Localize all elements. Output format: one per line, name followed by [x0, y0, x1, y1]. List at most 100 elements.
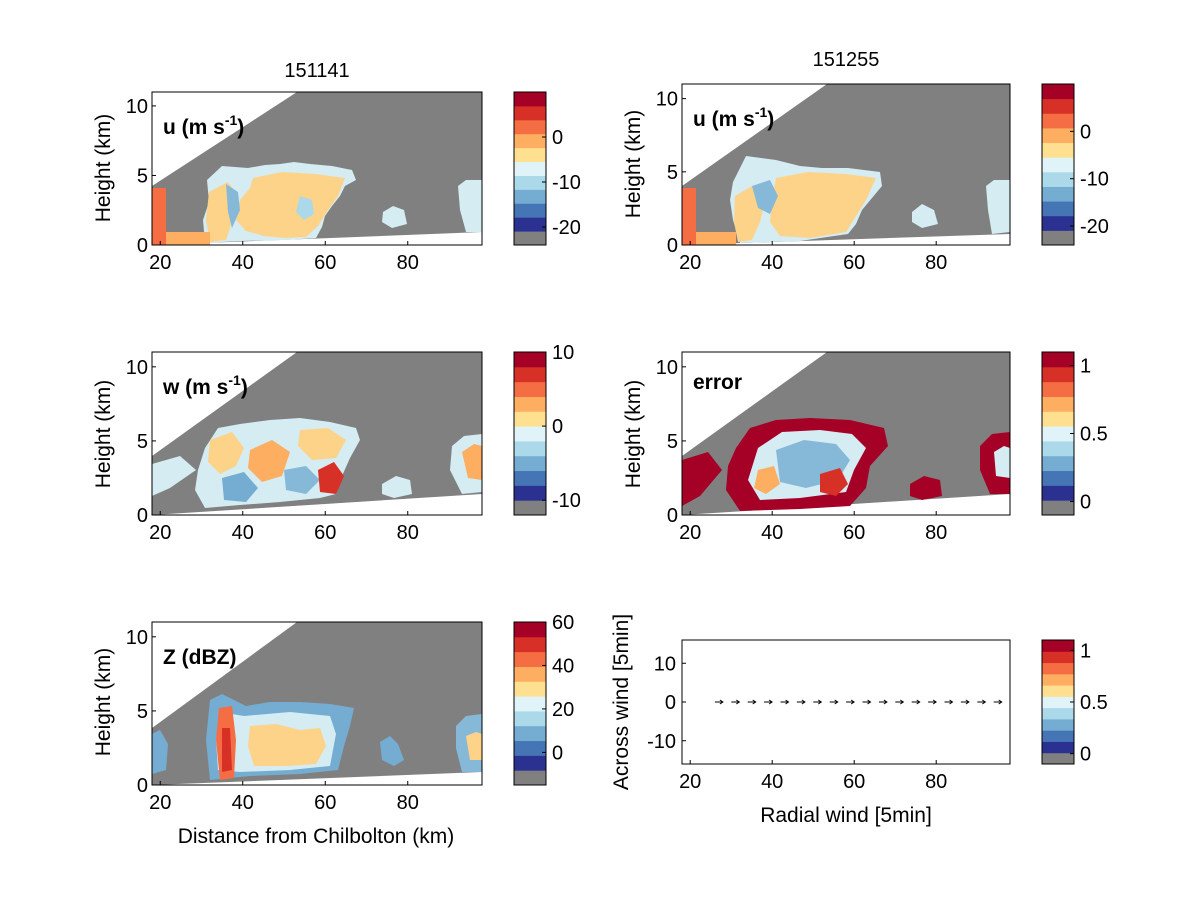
colorbar-segment — [1042, 157, 1074, 173]
field-cloud-blue — [226, 184, 240, 228]
y-axis-label: Height (km) — [622, 380, 645, 489]
colorbar-segment — [1042, 718, 1074, 731]
wind-vector — [977, 699, 987, 705]
colorbar-segment — [514, 175, 546, 190]
colorbar-segment — [514, 133, 546, 149]
colorbar-segment — [514, 411, 546, 427]
wind-vector — [846, 699, 856, 705]
x-tick-label: 80 — [397, 252, 419, 274]
y-axis-label: Height (km) — [92, 648, 115, 757]
x-tick-label: 60 — [843, 522, 865, 544]
colorbar-segment — [1042, 113, 1074, 129]
colorbar: 10.50 — [1041, 639, 1108, 766]
colorbar-segment — [514, 696, 546, 712]
axes-box — [681, 639, 1011, 765]
y-tick-label: 0 — [137, 775, 148, 797]
colorbar-tick-label: 0 — [552, 416, 563, 438]
axes-box — [151, 621, 483, 786]
colorbar: 60 40 20 0 — [513, 612, 574, 786]
y-axis: 0 5 10 — [126, 96, 156, 257]
colorbar-segment — [514, 203, 546, 218]
field-left-streak — [152, 456, 196, 496]
colorbar-segment — [1042, 215, 1074, 231]
field-warm-1 — [208, 432, 244, 474]
field-clutter-b — [696, 232, 736, 245]
axes-box — [681, 351, 1011, 516]
y-tick-label: 5 — [137, 165, 148, 187]
colorbar-segment — [514, 622, 546, 638]
field-cool-1 — [222, 472, 258, 502]
field-cloud-orange — [236, 172, 345, 238]
field-error-blob-2-inner — [994, 446, 1010, 478]
wind-vector — [944, 699, 954, 705]
x-tick-label: 20 — [679, 252, 701, 274]
x-tick-label: 80 — [925, 522, 947, 544]
colorbar-segment — [514, 352, 546, 368]
y-axis-label: Across wind [5min] — [610, 614, 633, 790]
colorbar-segment — [514, 147, 546, 163]
colorbar-segment — [514, 217, 546, 232]
field-hot — [318, 462, 344, 494]
field-error-inner-red — [820, 468, 848, 496]
colorbar-segment — [1042, 366, 1074, 383]
y-tick-label: 0 — [137, 235, 148, 257]
colorbar-segment — [1042, 730, 1074, 742]
colorbar-tick-label: 0 — [1080, 121, 1091, 143]
x-tick-label: 80 — [397, 792, 419, 814]
y-axis: 0 5 10 — [126, 357, 156, 527]
x-tick-label: 20 — [679, 771, 701, 793]
x-axis: 20 40 60 80 — [679, 760, 947, 793]
wind-vector — [813, 699, 823, 705]
y-tick-label: 5 — [137, 701, 148, 723]
colorbar-segment — [1042, 696, 1074, 709]
field-blob-1 — [382, 206, 407, 228]
x-axis: 20 40 60 80 — [149, 241, 419, 274]
panel-z-151141: Z (dBZ) 20 40 60 80 0 5 10 Height (km) Distan… — [92, 612, 574, 848]
field-echo-blob-2-warm — [466, 732, 482, 760]
colorbar: 0 -10 -20 — [513, 91, 581, 246]
colorbar-segment — [514, 119, 546, 135]
x-axis-label: Radial wind [5min] — [760, 804, 932, 827]
colorbar-segment — [1042, 741, 1074, 754]
colorbar-segment — [1042, 411, 1074, 427]
colorbar-segment — [514, 770, 546, 785]
colorbar-frame — [513, 621, 547, 786]
colorbar-segment — [514, 105, 546, 121]
field-echo-core-dark — [222, 728, 232, 772]
y-tick-label: 0 — [667, 235, 678, 257]
x-tick-label: 40 — [232, 252, 254, 274]
y-tick-label: 10 — [126, 627, 148, 649]
y-tick-label: 10 — [126, 96, 148, 118]
x-tick-label: 80 — [925, 252, 947, 274]
x-tick-label: 20 — [679, 522, 701, 544]
field-error-inner-orange — [754, 466, 780, 494]
field-clutter-b — [166, 232, 210, 245]
colorbar-segment — [514, 681, 546, 697]
wind-vector — [731, 699, 741, 705]
wind-vector — [829, 699, 839, 705]
panel-title: 151255 — [813, 49, 880, 71]
colorbar-frame — [1041, 83, 1075, 246]
y-tick-label: 0 — [137, 505, 148, 527]
colorbar: 10.50 — [1041, 351, 1108, 516]
x-tick-label: 60 — [314, 792, 336, 814]
field-cool-2 — [284, 466, 320, 494]
wind-vector — [878, 699, 888, 705]
colorbar-segment — [1042, 201, 1074, 217]
colorbar-tick-label: 0.5 — [1080, 424, 1108, 446]
colorbar: 0 -10 -20 — [1041, 83, 1109, 246]
field-clutter — [152, 188, 166, 245]
field-cloud-blue-b — [296, 196, 314, 220]
colorbar-segment — [1042, 186, 1074, 202]
x-tick-label: 60 — [843, 252, 865, 274]
colorbar-segment — [1042, 440, 1074, 457]
y-tick-label: 10 — [126, 357, 148, 379]
x-tick-label: 20 — [149, 792, 171, 814]
y-tick-label: 5 — [137, 431, 148, 453]
panel-quiver: 20 40 60 80 100-10 Across wind [5min] Radia… — [610, 614, 1108, 827]
axes-box — [151, 91, 483, 246]
field-w-151141 — [152, 352, 482, 515]
x-axis: 20 40 60 80 — [149, 511, 419, 544]
x-tick-label: 40 — [761, 771, 783, 793]
wind-vector — [895, 699, 905, 705]
